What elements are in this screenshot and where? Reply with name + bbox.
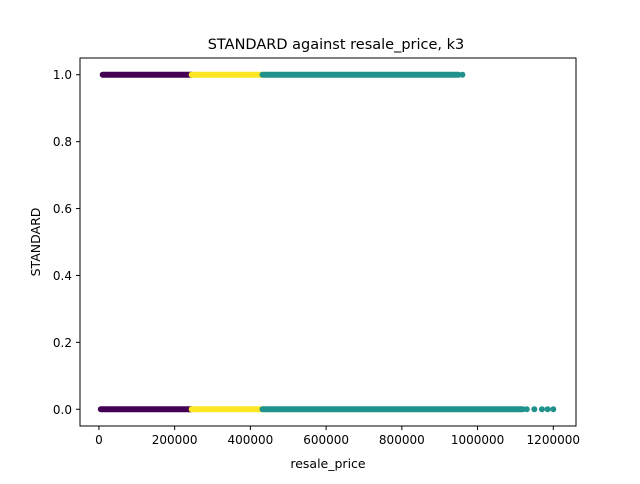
scatter-point-band-2-0 xyxy=(259,71,462,78)
scatter-point-band-0-0 xyxy=(99,71,195,78)
y-axis: 0.0 0.2 0.4 0.6 0.8 1.0 xyxy=(53,68,80,417)
scatter-point-2-2 xyxy=(531,406,538,413)
y-tick-label: 0.8 xyxy=(53,135,72,149)
x-axis: 0 200000 400000 600000 800000 1000000 1200000 xyxy=(95,426,580,447)
scatter-point-2-0 xyxy=(459,71,466,78)
scatter-point-2-4 xyxy=(544,406,551,413)
x-tick-label: 1200000 xyxy=(527,433,580,447)
scatter-point-band-1-1 xyxy=(188,406,266,413)
x-axis-label: resale_price xyxy=(290,456,366,471)
y-tick-label: 0.2 xyxy=(53,336,72,350)
data-marks xyxy=(97,71,557,413)
y-tick-label: 0.6 xyxy=(53,202,72,216)
y-axis-label: STANDARD xyxy=(28,208,43,277)
scatter-point-2-1 xyxy=(523,406,530,413)
x-tick-label: 800000 xyxy=(379,433,425,447)
x-tick-label: 1000000 xyxy=(451,433,504,447)
x-tick-label: 600000 xyxy=(303,433,349,447)
scatter-point-2-5 xyxy=(550,406,557,413)
y-tick-label: 0.4 xyxy=(53,269,72,283)
scatter-point-band-0-1 xyxy=(97,406,195,413)
plot-frame xyxy=(79,57,577,427)
chart-title: STANDARD against resale_price, k3 xyxy=(208,37,465,53)
x-tick-label: 200000 xyxy=(152,433,198,447)
y-tick-label: 1.0 xyxy=(53,68,72,82)
scatter-point-band-2-1 xyxy=(259,406,526,413)
scatter-point-band-1-0 xyxy=(188,71,266,78)
x-tick-label: 0 xyxy=(95,433,103,447)
x-tick-label: 400000 xyxy=(227,433,273,447)
y-tick-label: 0.0 xyxy=(53,403,72,417)
scatter-point-2-3 xyxy=(538,406,545,413)
